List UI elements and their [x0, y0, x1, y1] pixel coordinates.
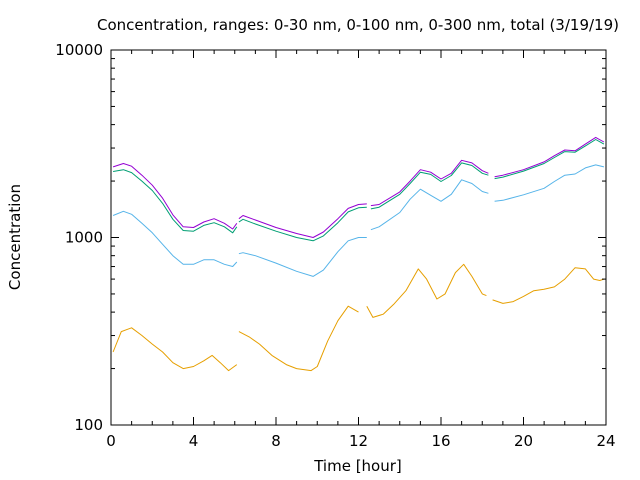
x-axis-label: Time [hour] [313, 457, 402, 475]
chart-title: Concentration, ranges: 0-30 nm, 0-100 nm… [97, 16, 619, 34]
x-tick-label: 4 [189, 432, 199, 450]
series-1-line [370, 159, 489, 207]
y-tick-label: 1000 [65, 229, 103, 247]
x-tick-label: 20 [514, 432, 533, 450]
series-3-line [238, 237, 367, 277]
series-3-line [494, 164, 605, 202]
x-tick-label: 24 [596, 432, 615, 450]
series-1-line [112, 163, 238, 230]
series-2-line [238, 206, 367, 242]
series-3-line [112, 210, 238, 267]
x-tick-label: 8 [271, 432, 281, 450]
series-4-line [366, 263, 487, 318]
ticks-layer: 0 4 8 12 16 20 24 100 1000 10000 [55, 41, 615, 450]
series-2-line [370, 162, 489, 210]
series-2-line [113, 169, 238, 234]
x-tick-label: 12 [349, 432, 368, 450]
series-4-line [112, 327, 238, 372]
x-tick-label: 0 [106, 432, 116, 450]
series-1-line [238, 203, 367, 238]
y-tick-label: 100 [74, 416, 103, 434]
x-tick-label: 16 [431, 432, 450, 450]
series-1-line [494, 136, 605, 178]
series-layer [112, 136, 605, 372]
series-3-line [370, 179, 489, 231]
series-4-line [238, 305, 359, 372]
y-tick-label: 10000 [55, 41, 103, 59]
series-4-line [492, 267, 605, 304]
series-2-line [494, 139, 605, 180]
y-axis-label: Concentration [6, 184, 24, 290]
